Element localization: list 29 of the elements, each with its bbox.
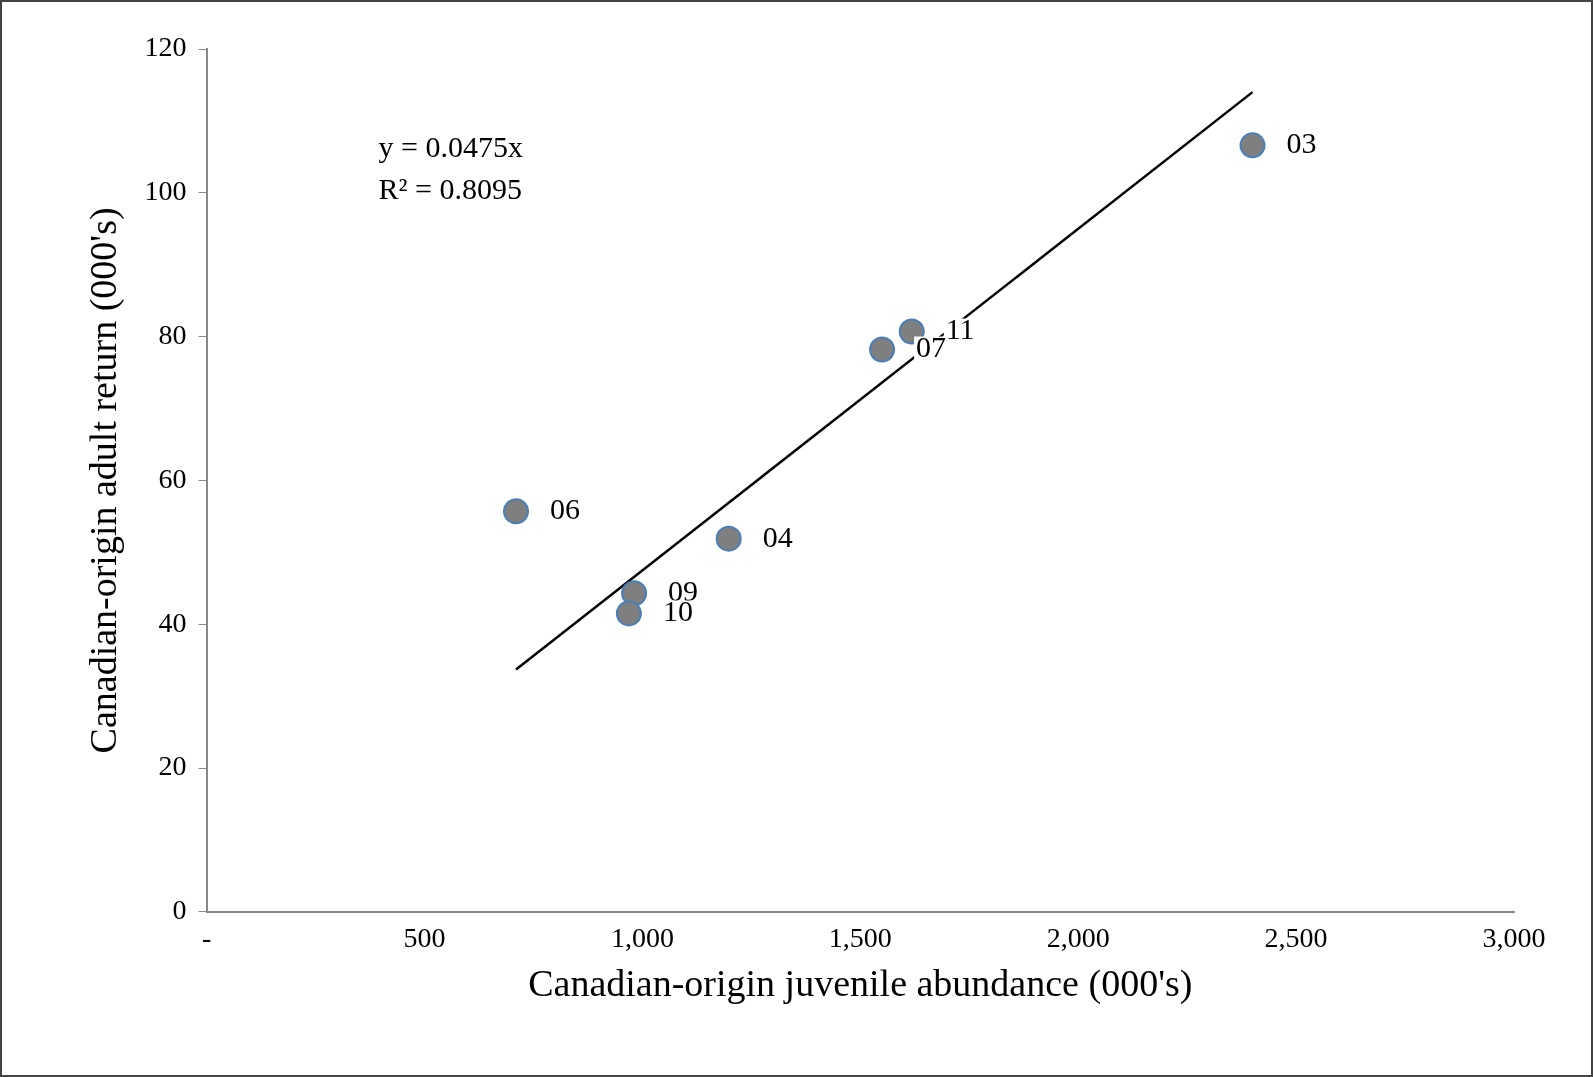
annotation: 04 <box>762 519 793 553</box>
point <box>1239 132 1266 159</box>
y-tick-label: 20 <box>158 750 187 782</box>
x-tick-label: 1,500 <box>828 921 892 953</box>
point <box>621 580 648 607</box>
point <box>869 336 896 363</box>
y-tick-label: 40 <box>158 606 187 638</box>
annotation: y = 0.0475x <box>378 129 524 163</box>
x-tick-label: 2,500 <box>1264 921 1328 953</box>
y-tick-label: 100 <box>144 175 187 207</box>
y-tick-label: 60 <box>158 462 187 494</box>
y-tick-label: 120 <box>144 31 187 63</box>
y-tick-label: 80 <box>158 318 187 350</box>
x-tick-label: - <box>201 921 212 953</box>
annotation: 11 <box>945 312 975 346</box>
annotation: 06 <box>550 492 581 526</box>
x-tick-label: 1,000 <box>610 921 674 953</box>
y-axis-title: Canadian-origin adult return (000's) <box>81 207 125 754</box>
x-axis-title: Canadian-origin juvenile abundance (000's) <box>528 962 1193 1006</box>
annotation: 03 <box>1286 126 1317 160</box>
point <box>615 600 642 627</box>
point <box>715 525 742 552</box>
x-tick-label: 500 <box>403 921 446 953</box>
x-tick-label: 2,000 <box>1046 921 1110 953</box>
x-tick-label: 3,000 <box>1482 921 1546 953</box>
point <box>503 498 530 525</box>
annotation: R² = 0.8095 <box>378 171 523 205</box>
y-tick-label: 0 <box>172 894 187 926</box>
annotation: 07 <box>916 330 947 364</box>
